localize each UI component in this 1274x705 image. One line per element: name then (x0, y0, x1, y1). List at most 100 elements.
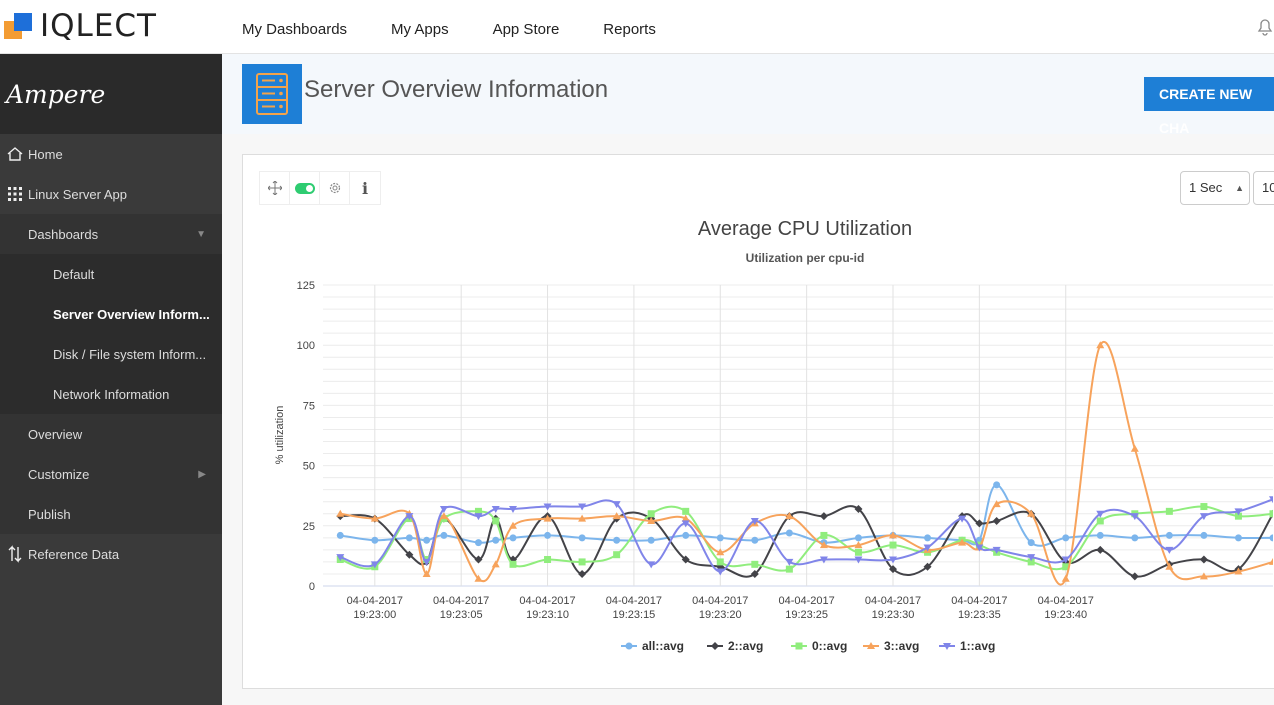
data-point[interactable] (992, 516, 1001, 525)
data-point[interactable] (785, 558, 794, 566)
data-point[interactable] (819, 512, 828, 521)
data-point[interactable] (1096, 510, 1105, 518)
data-point[interactable] (612, 501, 621, 509)
data-point[interactable] (1061, 556, 1070, 564)
bell-icon[interactable] (1256, 18, 1274, 41)
data-point[interactable] (1234, 534, 1242, 542)
data-point[interactable] (681, 555, 690, 564)
data-point[interactable] (785, 565, 793, 573)
data-point[interactable] (1165, 507, 1173, 515)
data-point[interactable] (1234, 512, 1242, 520)
data-point[interactable] (1269, 496, 1273, 504)
data-point[interactable] (474, 539, 482, 547)
data-point[interactable] (854, 504, 863, 513)
count-select[interactable]: 10 (1253, 171, 1274, 205)
data-point[interactable] (716, 548, 725, 556)
data-point[interactable] (578, 534, 586, 542)
data-point[interactable] (958, 515, 967, 523)
data-point[interactable] (440, 531, 448, 539)
data-point[interactable] (509, 521, 517, 529)
nav-reports[interactable]: Reports (603, 21, 656, 38)
data-point[interactable] (405, 513, 414, 521)
data-point[interactable] (993, 481, 1001, 489)
data-point[interactable] (509, 560, 517, 568)
data-point[interactable] (1269, 510, 1274, 518)
data-point[interactable] (405, 534, 413, 542)
data-point[interactable] (578, 514, 587, 522)
data-point[interactable] (1096, 531, 1104, 539)
nav-app-store[interactable]: App Store (492, 21, 560, 38)
data-point[interactable] (750, 517, 759, 525)
data-point[interactable] (1199, 555, 1208, 564)
data-point[interactable] (924, 534, 932, 542)
data-point[interactable] (439, 505, 448, 513)
data-point[interactable] (923, 562, 932, 571)
data-point[interactable] (716, 558, 724, 566)
data-point[interactable] (613, 536, 621, 544)
data-point[interactable] (1027, 539, 1035, 547)
move-icon[interactable] (260, 172, 290, 204)
data-point[interactable] (1027, 554, 1036, 562)
data-point[interactable] (889, 565, 897, 574)
data-point[interactable] (370, 514, 379, 522)
data-point[interactable] (943, 643, 951, 650)
legend-item[interactable]: 0::avg (791, 639, 847, 653)
data-point[interactable] (820, 531, 828, 539)
data-point[interactable] (578, 569, 587, 578)
data-point[interactable] (647, 516, 656, 524)
sidebar-item-overview[interactable]: Overview (0, 414, 222, 454)
sidebar-item-reference-data[interactable]: Reference Data (0, 534, 222, 574)
create-new-chart-button[interactable]: CREATE NEW CHA (1144, 77, 1274, 136)
data-point[interactable] (854, 534, 862, 542)
data-point[interactable] (1199, 572, 1208, 580)
data-point[interactable] (750, 569, 759, 578)
data-point[interactable] (492, 536, 500, 544)
data-point[interactable] (439, 512, 448, 520)
data-point[interactable] (578, 503, 587, 511)
data-point[interactable] (1234, 508, 1243, 516)
data-point[interactable] (1096, 517, 1104, 525)
sidebar-item-linux-server-app[interactable]: Linux Server App (0, 174, 222, 214)
data-point[interactable] (509, 534, 517, 542)
data-point[interactable] (819, 541, 828, 549)
data-point[interactable] (1061, 574, 1070, 582)
data-point[interactable] (422, 558, 431, 566)
data-point[interactable] (336, 531, 344, 539)
data-point[interactable] (681, 520, 690, 528)
data-point[interactable] (647, 561, 656, 569)
legend-item[interactable]: 1::avg (939, 639, 995, 653)
data-point[interactable] (474, 574, 483, 582)
data-point[interactable] (1165, 531, 1173, 539)
data-point[interactable] (543, 514, 552, 522)
nav-my-dashboards[interactable]: My Dashboards (242, 21, 348, 38)
data-point[interactable] (492, 517, 500, 525)
data-point[interactable] (716, 534, 724, 542)
data-point[interactable] (1131, 534, 1139, 542)
data-point[interactable] (474, 507, 482, 515)
data-point[interactable] (1165, 562, 1174, 570)
data-point[interactable] (613, 551, 621, 559)
data-point[interactable] (371, 536, 379, 544)
data-point[interactable] (854, 556, 863, 564)
data-point[interactable] (1096, 341, 1105, 349)
data-point[interactable] (751, 560, 759, 568)
data-point[interactable] (336, 509, 345, 517)
data-point[interactable] (1130, 572, 1139, 581)
data-point[interactable] (716, 568, 725, 576)
data-point[interactable] (751, 536, 759, 544)
logo[interactable]: IQLECT (4, 8, 157, 44)
data-point[interactable] (854, 548, 862, 556)
interval-select[interactable]: 1 Sec ▲ (1180, 171, 1250, 205)
data-point[interactable] (923, 544, 932, 552)
data-point[interactable] (509, 505, 517, 513)
live-toggle[interactable] (290, 172, 320, 204)
data-point[interactable] (625, 642, 633, 650)
data-point[interactable] (370, 561, 379, 569)
sidebar-item-network[interactable]: Network Information (0, 374, 222, 414)
data-point[interactable] (491, 560, 500, 568)
data-point[interactable] (992, 500, 1001, 508)
info-icon[interactable]: i (361, 178, 369, 198)
data-point[interactable] (491, 505, 500, 513)
data-point[interactable] (405, 550, 414, 559)
data-point[interactable] (1200, 531, 1208, 539)
